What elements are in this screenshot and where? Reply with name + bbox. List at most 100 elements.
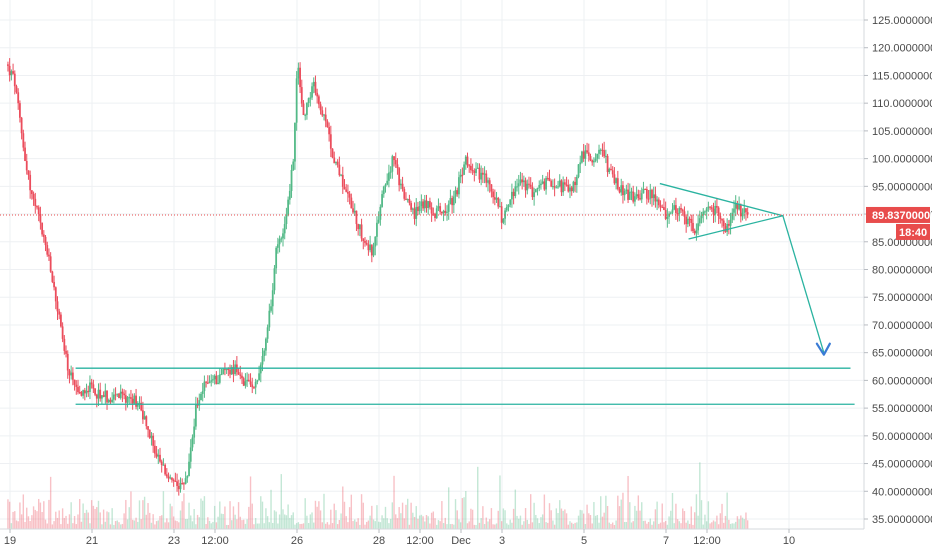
candle-body [360, 224, 363, 239]
volume-bar [145, 514, 148, 529]
volume-bar [99, 512, 101, 529]
candle-body [731, 212, 734, 220]
volume-bar [557, 513, 559, 529]
candle-body [686, 218, 689, 225]
candle-body [111, 399, 114, 403]
candle-body [239, 374, 242, 376]
volume-bar [393, 475, 395, 529]
volume-bar [574, 522, 576, 529]
candle-body [61, 326, 64, 339]
volume-bar [478, 522, 481, 529]
volume-bar [647, 521, 650, 529]
volume-bar [102, 509, 105, 529]
volume-bar [717, 524, 720, 529]
volume-bar [222, 514, 224, 529]
volume-bar [571, 522, 573, 529]
volume-bar [357, 518, 359, 529]
volume-bar [705, 521, 708, 529]
candle-body [697, 223, 700, 231]
volume-bar [658, 523, 660, 529]
volume-bar [309, 514, 312, 529]
volume-bar [82, 503, 84, 529]
candle-body [618, 189, 621, 193]
volume-bar [723, 522, 725, 529]
candle-body [598, 149, 600, 154]
candle-body [705, 208, 708, 212]
volume-bar [511, 522, 513, 529]
volume-bar [130, 491, 132, 529]
candle-body [246, 379, 249, 382]
price-tick-label: 80.00000000 [872, 265, 932, 277]
volume-bar [523, 521, 525, 529]
candle-body [724, 226, 727, 232]
volume-bar [249, 476, 252, 529]
candle-body [75, 384, 78, 387]
volume-bar [128, 507, 130, 529]
volume-bar [553, 524, 556, 529]
volume-bar [465, 491, 467, 529]
volume-bar [442, 523, 445, 529]
volume-bar [186, 518, 189, 529]
candle-body [10, 71, 13, 76]
candle-body [364, 240, 366, 243]
volume-bar [345, 516, 347, 529]
volume-bar [326, 522, 329, 529]
candle-body [541, 181, 544, 184]
projection-line[interactable] [782, 215, 825, 353]
volume-bar [210, 523, 212, 529]
candle-body [685, 216, 688, 225]
candle-body [300, 87, 303, 104]
volume-bar [699, 462, 701, 529]
drawings[interactable] [75, 182, 855, 405]
candle-body [464, 156, 467, 165]
time-axis[interactable]: 19 21 23 12:00 26 28 12:00 Dec 3 5 7 12:00 10 [4, 529, 795, 547]
candle-body [727, 223, 730, 226]
volume-bar [466, 523, 469, 529]
candle-body [109, 399, 112, 403]
price-tick-label: 45.00000000 [872, 459, 932, 471]
price-axis[interactable]: 125.00000000 120.00000000 115.00000000 110.… [864, 15, 932, 526]
volume-bar [108, 512, 110, 529]
candle-body [459, 174, 462, 178]
volume-bar [644, 520, 646, 529]
candle-body [545, 177, 547, 190]
volume-bar [454, 499, 457, 529]
candle-body [574, 181, 577, 186]
volume-bar [205, 524, 207, 529]
candle-body [702, 211, 705, 216]
volume-bar [319, 510, 322, 529]
volume-bar [114, 521, 117, 529]
candle-body [548, 178, 551, 182]
volume-bar [664, 520, 667, 529]
volume-bar [43, 501, 45, 529]
candle-body [51, 271, 54, 282]
candle-body [328, 127, 331, 135]
volume-bar [500, 521, 503, 529]
candle-body [405, 198, 407, 200]
candle-body [138, 402, 141, 404]
volume-bar [369, 515, 371, 529]
candle-body [70, 372, 73, 376]
candle-body [42, 234, 45, 237]
triangle-upper-line[interactable] [659, 182, 784, 217]
volume-bar [306, 515, 308, 529]
volume-bar [586, 504, 588, 529]
candle-body [13, 73, 16, 87]
volume-bar [51, 524, 54, 529]
volume-bar [654, 509, 657, 529]
volume-bar [336, 524, 339, 529]
triangle-lower-line[interactable] [688, 215, 784, 240]
volume-bar [499, 475, 501, 529]
candle-body [408, 199, 411, 204]
candle-body [99, 389, 102, 399]
volume-bar [236, 519, 238, 529]
time-tick-label: 23 [168, 535, 180, 547]
candle-body [295, 78, 298, 123]
candle-body [647, 198, 650, 200]
candle-body [543, 181, 546, 190]
volume-bar [512, 508, 515, 529]
candle-body [244, 381, 247, 386]
candle-body [181, 482, 184, 484]
